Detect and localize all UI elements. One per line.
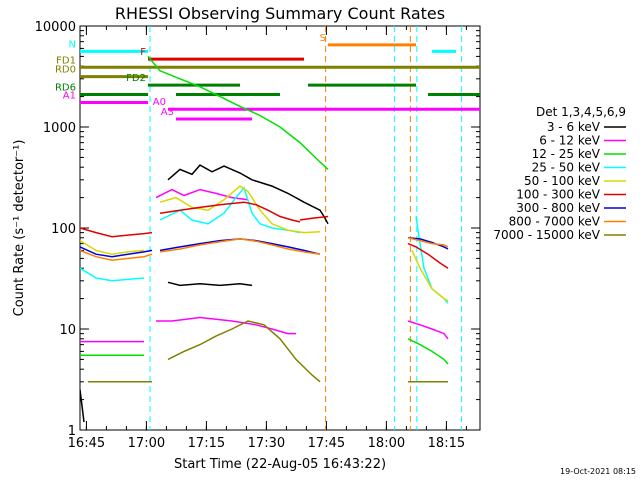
legend-label: 3 - 6 keV: [547, 120, 601, 134]
x-tick-label: 17:30: [248, 436, 285, 451]
plot-frame: [79, 25, 481, 431]
series-line: [80, 249, 153, 261]
series-line: [159, 185, 321, 234]
series-line: [299, 215, 329, 221]
y-tick-label: 1000: [43, 121, 76, 136]
legend-label: 6 - 12 keV: [539, 134, 601, 148]
y-tick-label: 100: [51, 222, 76, 237]
legend-label: 7000 - 15000 keV: [493, 228, 600, 242]
series-line: [159, 238, 321, 255]
x-tick-label: 17:00: [128, 436, 165, 451]
series-line: [80, 267, 145, 282]
y-axis-label: Count Rate (s⁻¹ detector⁻¹): [12, 140, 27, 317]
flag-label: RD0: [55, 65, 76, 76]
series-line: [155, 188, 249, 201]
legend-label: 12 - 25 keV: [532, 147, 601, 161]
series-line: [407, 242, 449, 269]
series-line: [407, 237, 449, 250]
legend-title: Det 1,3,4,5,6,9: [536, 105, 626, 119]
series-line: [159, 201, 301, 223]
series-line: [415, 216, 449, 304]
flag-label: N: [69, 39, 76, 50]
series-line: [407, 320, 449, 340]
legend-label: 50 - 100 keV: [524, 174, 601, 188]
flag-label: A1: [63, 90, 76, 101]
series-line: [80, 227, 153, 238]
series-line: [407, 237, 449, 248]
y-tick-label: 10000: [35, 20, 76, 35]
legend-label: 300 - 800 keV: [516, 201, 600, 215]
series-line: [80, 239, 145, 255]
flag-label: A3: [161, 107, 174, 118]
legend-label: 25 - 50 keV: [532, 161, 601, 175]
legend-label: 100 - 300 keV: [516, 188, 600, 202]
flag-label: F: [140, 47, 146, 58]
x-tick-label: 17:45: [308, 436, 345, 451]
series-line: [159, 186, 301, 234]
flag-label: S: [320, 33, 326, 44]
y-tick-label: 10: [59, 323, 76, 338]
flag-label: FD2: [126, 73, 146, 84]
x-tick-label: 16:45: [68, 436, 105, 451]
chart-title: RHESSI Observing Summary Count Rates: [115, 4, 445, 23]
flag-label: FD1: [56, 55, 76, 66]
x-tick-label: 17:15: [188, 436, 225, 451]
x-tick-label: 18:00: [368, 436, 405, 451]
series-line: [80, 246, 153, 258]
legend-label: 800 - 7000 keV: [509, 215, 601, 229]
series-line: [411, 250, 449, 302]
series-line: [147, 55, 329, 170]
series-line: [167, 281, 253, 287]
flag-label: RD6: [55, 82, 76, 93]
series-line: [167, 164, 253, 181]
series-line: [167, 320, 321, 383]
x-tick-label: 18:15: [428, 436, 465, 451]
flag-label: A0: [153, 97, 166, 108]
series-line: [159, 238, 321, 255]
series-line: [80, 389, 85, 423]
x-axis-label: Start Time (22-Aug-05 16:43:22): [174, 457, 386, 472]
footer-timestamp: 19-Oct-2021 08:15: [560, 467, 636, 476]
series-line: [407, 338, 449, 365]
y-tick-label: 1: [68, 424, 76, 439]
